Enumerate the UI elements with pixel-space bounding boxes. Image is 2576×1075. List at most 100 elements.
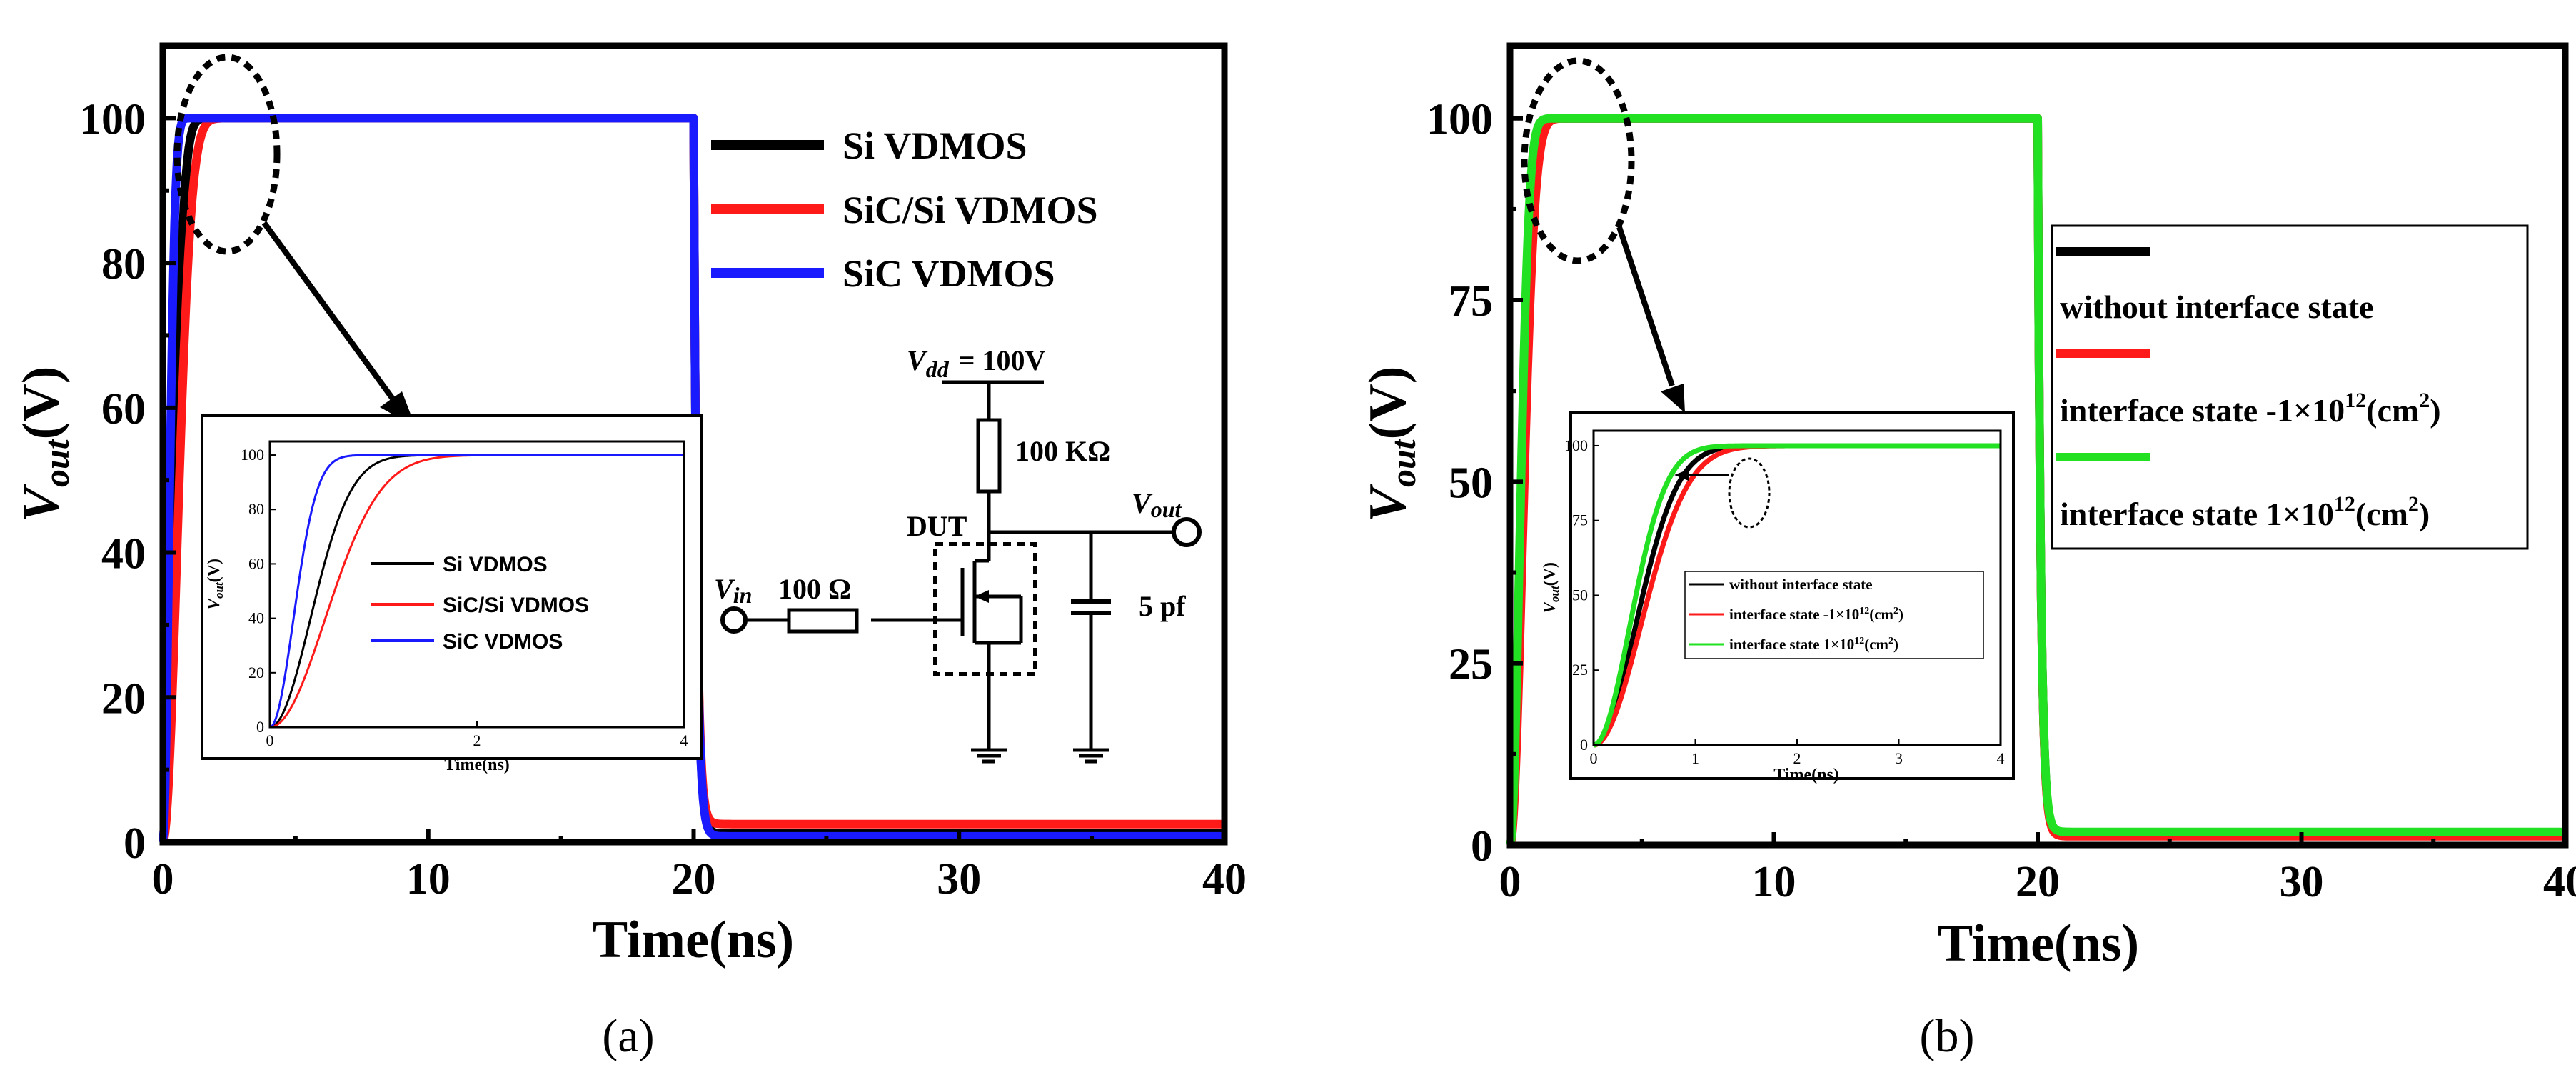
circuit-vout-terminal <box>1172 517 1202 547</box>
panel-b-ylabel-sub: out <box>1383 438 1423 487</box>
panel-a-inset-ylabel: Vout(V) <box>205 559 226 610</box>
panel-a-xtick-label: 0 <box>152 855 174 904</box>
panel-a-label: (a) <box>602 1010 654 1062</box>
inset-legend-label-pos-sup: 12 <box>1854 636 1864 646</box>
circuit-vdd-value: = 100V <box>959 344 1046 376</box>
panel-a-zoom-arrow <box>261 221 399 406</box>
legend-label-sic: SiC VDMOS <box>842 252 1055 295</box>
panel-b-inset-series <box>1591 443 2003 748</box>
panel-b-inset-xtick-label: 0 <box>1590 749 1598 767</box>
legend-label-sicsi: SiC/Si VDMOS <box>842 189 1098 231</box>
panel-a-series-line-2 <box>159 114 1228 843</box>
inset-legend-label-neg-sup2: 2 <box>1893 606 1898 616</box>
inset-legend-label-neg-text: interface state -1×10 <box>1729 606 1859 623</box>
panel-b-inset-ytick-label: 0 <box>1580 736 1588 754</box>
panel-b-ytick-label: 25 <box>1449 641 1493 689</box>
panel-b-inset-xtick-label: 2 <box>1793 749 1801 767</box>
panel-b: 0102030400255075100 Time(ns) Vout(V) (b)… <box>1359 42 2576 1062</box>
legend-label-pos: interface state 1×1012(cm2) <box>2060 492 2430 532</box>
panel-b-zoom-arrowhead <box>1661 384 1685 413</box>
panel-a-ytick-label: 60 <box>101 385 146 434</box>
legend-label-neg-close: ) <box>2430 392 2440 429</box>
legend-label-neg-sup2: 2 <box>2419 389 2430 412</box>
panel-a-ytick-label: 0 <box>124 819 146 868</box>
inset-legend-label-si: Si VDMOS <box>443 553 548 576</box>
panel-b-zoom-arrow <box>1616 226 1675 387</box>
panel-a-inset-ytick-label: 60 <box>248 554 264 572</box>
panel-b-xtick-label: 40 <box>2543 858 2576 906</box>
circuit-vin-main: V <box>714 573 735 605</box>
panel-b-ticks: 0102030400255075100 <box>1427 96 2576 906</box>
panel-a-inset-ytick-label: 40 <box>248 609 264 627</box>
panel-b-xtick-label: 10 <box>1752 858 1796 906</box>
panel-a-ytick-label: 100 <box>79 95 146 144</box>
panel-a-ytick-label: 80 <box>101 240 146 289</box>
circuit-dut-label: DUT <box>907 510 967 542</box>
panel-a-ytick-label: 40 <box>101 530 146 579</box>
panel-b-inset-xtick-label: 4 <box>1997 749 2005 767</box>
panel-b-inset-xtick-label: 1 <box>1691 749 1699 767</box>
circuit-vin: Vin <box>714 573 752 608</box>
circuit-vin-terminal <box>720 606 748 634</box>
panel-b-ytick-label: 100 <box>1427 96 1493 144</box>
panel-b-inset-legend-box <box>1684 571 1984 659</box>
panel-a-xtick-label: 20 <box>672 855 716 904</box>
panel-b-zoom-ellipse <box>1521 57 1635 264</box>
panel-b-legend: without interface state interface state … <box>2051 224 2529 550</box>
panel-a-circuit: Vdd = 100V 100 KΩ Vout DUT <box>714 344 1202 764</box>
inset-legend-label-pos-close: ) <box>1893 636 1898 653</box>
panel-a-inset-ylabel-unit: (V) <box>205 559 223 582</box>
panel-b-ytick-label: 50 <box>1449 459 1493 507</box>
inset-legend-label-neg-end: (cm <box>1869 606 1893 623</box>
inset-legend-label-pos: interface state 1×1012(cm2) <box>1729 636 1898 653</box>
panel-b-ytick-label: 75 <box>1449 277 1493 326</box>
panel-a-ylabel-unit: (V) <box>12 366 71 440</box>
panel-b-series <box>1506 114 2569 846</box>
panel-a-inset-series-line-2 <box>269 454 685 729</box>
panel-a-ylabel-sub: out <box>36 438 76 487</box>
panel-a-ytick-label: 20 <box>101 674 146 723</box>
panel-a-xtick-label: 10 <box>406 855 451 904</box>
legend-label-neg-sup: 12 <box>2345 389 2366 412</box>
panel-a-inset-ylabel-sub: out <box>212 581 226 599</box>
panel-b-xlabel: Time(ns) <box>1938 914 2139 973</box>
panel-a-ylabel-main: V <box>12 483 71 522</box>
panel-b-inset-ytick-label: 25 <box>1572 661 1588 679</box>
circuit-vdd: Vdd = 100V <box>907 344 1045 382</box>
panel-a-ylabel: Vout(V) <box>12 366 76 523</box>
panel-b-xtick-label: 20 <box>2016 858 2060 906</box>
legend-label-without: without interface state <box>2060 289 2373 325</box>
panel-b-ylabel-unit: (V) <box>1359 366 1417 440</box>
circuit-vout-sub: out <box>1151 496 1182 522</box>
circuit-resistor-gate-label: 100 Ω <box>778 573 851 605</box>
legend-label-neg: interface state -1×1012(cm2) <box>2060 389 2441 429</box>
panel-b-inset-ytick-label: 75 <box>1572 511 1588 529</box>
panel-a-inset-box <box>201 414 703 760</box>
panel-a-inset-ytick-label: 0 <box>256 718 264 736</box>
panel-a-legend: Si VDMOS SiC/Si VDMOS SiC VDMOS <box>711 124 1098 295</box>
inset-legend-label-without: without interface state <box>1729 576 1873 593</box>
inset-legend-label-pos-end: (cm <box>1864 636 1888 653</box>
panel-b-inset-series-line-2 <box>1591 443 2003 748</box>
inset-legend-label-pos-sup2: 2 <box>1888 636 1893 646</box>
panel-a-inset-xlabel: Time(ns) <box>444 756 510 774</box>
panel-b-series-line-2 <box>1506 114 2569 846</box>
legend-label-pos-sup: 12 <box>2334 492 2355 516</box>
panel-a-inset-xtick-label: 2 <box>473 731 481 749</box>
panel-b-inset-zoom-ellipse <box>1728 457 1771 529</box>
panel-b-inset-ylabel-unit: (V) <box>1541 562 1559 586</box>
legend-label-pos-sup2: 2 <box>2408 492 2419 516</box>
panel-a-inset-ytick-label: 100 <box>241 446 264 464</box>
inset-legend-label-sicsi: SiC/Si VDMOS <box>443 594 589 617</box>
panel-b-xtick-label: 0 <box>1499 858 1521 906</box>
circuit-vin-sub: in <box>733 582 753 608</box>
legend-label-si: Si VDMOS <box>842 124 1027 167</box>
panel-a-zoom-ellipse <box>173 54 281 255</box>
panel-a-inset-ytick-label: 20 <box>248 664 264 681</box>
panel-a-inset-ytick-label: 80 <box>248 500 264 518</box>
inset-legend-label-sic: SiC VDMOS <box>443 630 563 654</box>
panel-b-ylabel-main: V <box>1359 483 1417 522</box>
inset-legend-label-pos-text: interface state 1×10 <box>1729 636 1854 653</box>
